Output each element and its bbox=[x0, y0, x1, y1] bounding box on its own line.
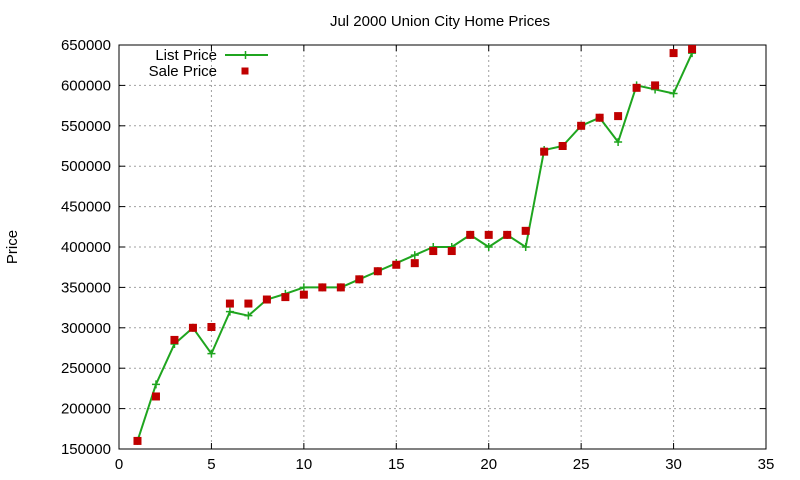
sale-price-point bbox=[651, 81, 660, 90]
y-tick-label: 650000 bbox=[61, 37, 111, 54]
list-price-point bbox=[669, 89, 678, 98]
sale-price-point bbox=[244, 299, 253, 308]
y-tick-label: 450000 bbox=[61, 199, 111, 216]
list-price-point bbox=[484, 243, 493, 251]
list-price-point bbox=[614, 137, 623, 146]
sale-price-point bbox=[521, 226, 530, 235]
sale-price-point bbox=[595, 113, 604, 122]
legend-marker-list-price bbox=[241, 51, 250, 59]
sale-price-point bbox=[207, 322, 216, 331]
list-price-point bbox=[244, 311, 253, 320]
x-tick-label: 15 bbox=[388, 456, 405, 473]
sale-price-point bbox=[688, 45, 697, 54]
sale-price-point bbox=[540, 147, 549, 156]
y-tick-label: 250000 bbox=[61, 360, 111, 377]
sale-price-point bbox=[299, 290, 308, 299]
sale-price-point bbox=[410, 259, 419, 268]
y-axis-label: Price bbox=[4, 230, 21, 264]
sale-price-point bbox=[447, 247, 456, 256]
sale-price-point bbox=[336, 283, 345, 292]
sale-price-point bbox=[281, 293, 290, 302]
x-tick-label: 35 bbox=[758, 456, 775, 473]
sale-price-point bbox=[151, 392, 160, 401]
sale-price-point bbox=[133, 436, 142, 445]
sale-price-point bbox=[577, 121, 586, 130]
y-tick-label: 550000 bbox=[61, 118, 111, 135]
sale-price-point bbox=[188, 323, 197, 332]
legend: List Price Sale Price bbox=[149, 47, 268, 80]
legend-label-list-price: List Price bbox=[155, 47, 217, 64]
sale-price-point bbox=[669, 49, 678, 58]
sale-price-point bbox=[558, 142, 567, 150]
axes-layer: 0 5 10 15 20 25 30 35 150000 200000 250000 300000 35… bbox=[61, 37, 774, 473]
series-layer bbox=[133, 45, 697, 445]
list-price-point bbox=[151, 380, 160, 389]
sale-price-point bbox=[262, 295, 271, 304]
sale-price-point bbox=[429, 247, 438, 256]
legend-marker-sale-price bbox=[241, 67, 249, 75]
y-tick-label: 600000 bbox=[61, 77, 111, 94]
y-tick-label: 500000 bbox=[61, 158, 111, 175]
sale-price-point bbox=[632, 83, 641, 92]
sale-price-point bbox=[318, 283, 327, 292]
sale-price-point bbox=[355, 275, 364, 284]
list-price-point bbox=[521, 243, 530, 251]
sale-price-point bbox=[484, 230, 493, 239]
y-tick-label: 350000 bbox=[61, 279, 111, 296]
sale-price-point bbox=[392, 260, 401, 269]
sale-price-point bbox=[170, 335, 179, 344]
sale-price-point bbox=[225, 299, 234, 308]
legend-label-sale-price: Sale Price bbox=[149, 63, 217, 80]
x-tick-label: 0 bbox=[115, 456, 123, 473]
y-tick-label: 200000 bbox=[61, 401, 111, 418]
x-tick-label: 10 bbox=[296, 456, 313, 473]
list-price-point bbox=[207, 349, 216, 358]
x-tick-label: 5 bbox=[207, 456, 215, 473]
sale-price-point bbox=[466, 230, 475, 239]
x-tick-label: 20 bbox=[480, 456, 497, 473]
x-tick-label: 30 bbox=[665, 456, 682, 473]
x-tick-label: 25 bbox=[573, 456, 590, 473]
list-price-point bbox=[410, 251, 419, 260]
sale-price-point bbox=[373, 267, 382, 276]
y-tick-label: 400000 bbox=[61, 239, 111, 256]
y-tick-label: 150000 bbox=[61, 441, 111, 458]
chart-title: Jul 2000 Union City Home Prices bbox=[330, 13, 550, 30]
sale-price-point bbox=[503, 230, 512, 239]
list-price-point bbox=[225, 307, 234, 316]
sale-price-point bbox=[614, 112, 623, 121]
y-tick-label: 300000 bbox=[61, 320, 111, 337]
list-price-point bbox=[299, 283, 308, 292]
